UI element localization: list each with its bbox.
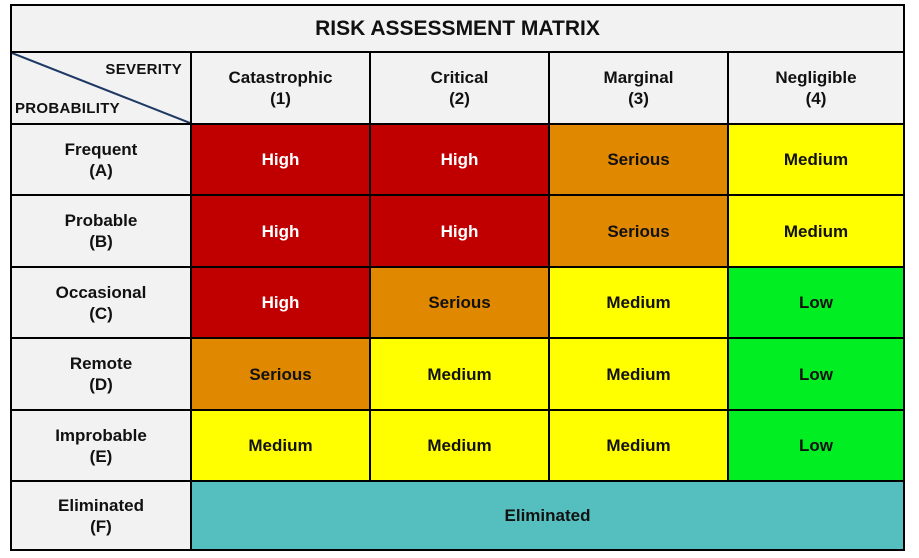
header-code: (3) xyxy=(628,89,649,108)
risk-cell-high: High xyxy=(192,268,369,337)
risk-cell-serious: Serious xyxy=(371,268,548,337)
risk-cell-high: High xyxy=(192,125,369,194)
probability-header-d: Remote (D) xyxy=(12,339,190,409)
header-name: Remote xyxy=(69,354,133,373)
header-code: (B) xyxy=(89,232,113,251)
risk-cell-medium: Medium xyxy=(371,339,548,409)
header-name: Negligible xyxy=(775,68,857,87)
probability-header-e: Improbable (E) xyxy=(12,411,190,480)
header-code: (4) xyxy=(805,89,827,108)
probability-axis-label: PROBABILITY xyxy=(15,100,120,117)
risk-cell-medium: Medium xyxy=(550,268,727,337)
header-name: Eliminated xyxy=(58,495,144,515)
row-divider xyxy=(12,266,903,268)
risk-cell-serious: Serious xyxy=(550,125,727,194)
probability-header-b: Probable (B) xyxy=(12,196,190,266)
row-divider xyxy=(12,337,903,339)
header-name: Occasional xyxy=(55,282,147,302)
risk-cell-medium: Medium xyxy=(729,125,903,194)
risk-cell-low: Low xyxy=(729,339,903,409)
risk-cell-low: Low xyxy=(729,268,903,337)
probability-header-f: Eliminated (F) xyxy=(12,482,190,549)
header-name: Marginal xyxy=(603,68,674,87)
col-divider xyxy=(369,53,371,482)
header-code: (C) xyxy=(89,303,113,323)
header-code: (F) xyxy=(90,516,112,536)
risk-cell-serious: Serious xyxy=(192,339,369,409)
col-divider xyxy=(727,53,729,482)
risk-cell-medium: Medium xyxy=(729,196,903,266)
risk-cell-serious: Serious xyxy=(550,196,727,266)
severity-header-3: Marginal (3) xyxy=(550,53,727,123)
col-divider xyxy=(548,53,550,482)
header-name: Catastrophic xyxy=(228,68,333,87)
header-code: (E) xyxy=(89,446,113,466)
row-divider xyxy=(12,194,903,196)
header-code: (D) xyxy=(89,375,113,394)
header-name: Probable xyxy=(64,211,138,230)
header-name: Critical xyxy=(430,68,489,87)
col-divider xyxy=(190,53,192,549)
header-code: (2) xyxy=(449,89,470,108)
probability-header-c: Occasional (C) xyxy=(12,268,190,337)
row-divider xyxy=(12,480,903,482)
header-code: (1) xyxy=(270,89,291,108)
header-code: (A) xyxy=(89,160,113,180)
severity-header-1: Catastrophic (1) xyxy=(192,53,369,123)
risk-cell-medium: Medium xyxy=(192,411,369,480)
row-divider xyxy=(12,409,903,411)
header-name: Frequent xyxy=(64,139,138,159)
header-divider xyxy=(12,123,903,125)
probability-header-a: Frequent (A) xyxy=(12,125,190,194)
risk-cell-high: High xyxy=(192,196,369,266)
severity-axis-label: SEVERITY xyxy=(105,61,182,78)
corner-diagonal xyxy=(12,53,190,123)
header-name: Improbable xyxy=(55,425,147,445)
risk-cell-high: High xyxy=(371,196,548,266)
risk-cell-medium: Medium xyxy=(550,411,727,480)
risk-cell-low: Low xyxy=(729,411,903,480)
corner-header: SEVERITY PROBABILITY xyxy=(12,53,190,123)
eliminated-cell: Eliminated xyxy=(192,482,903,549)
severity-header-2: Critical (2) xyxy=(371,53,548,123)
risk-cell-medium: Medium xyxy=(371,411,548,480)
matrix-title: RISK ASSESSMENT MATRIX xyxy=(12,6,903,53)
severity-header-4: Negligible (4) xyxy=(729,53,903,123)
risk-cell-high: High xyxy=(371,125,548,194)
risk-cell-medium: Medium xyxy=(550,339,727,409)
risk-matrix: RISK ASSESSMENT MATRIX SEVERITY PROBABIL… xyxy=(10,4,905,551)
